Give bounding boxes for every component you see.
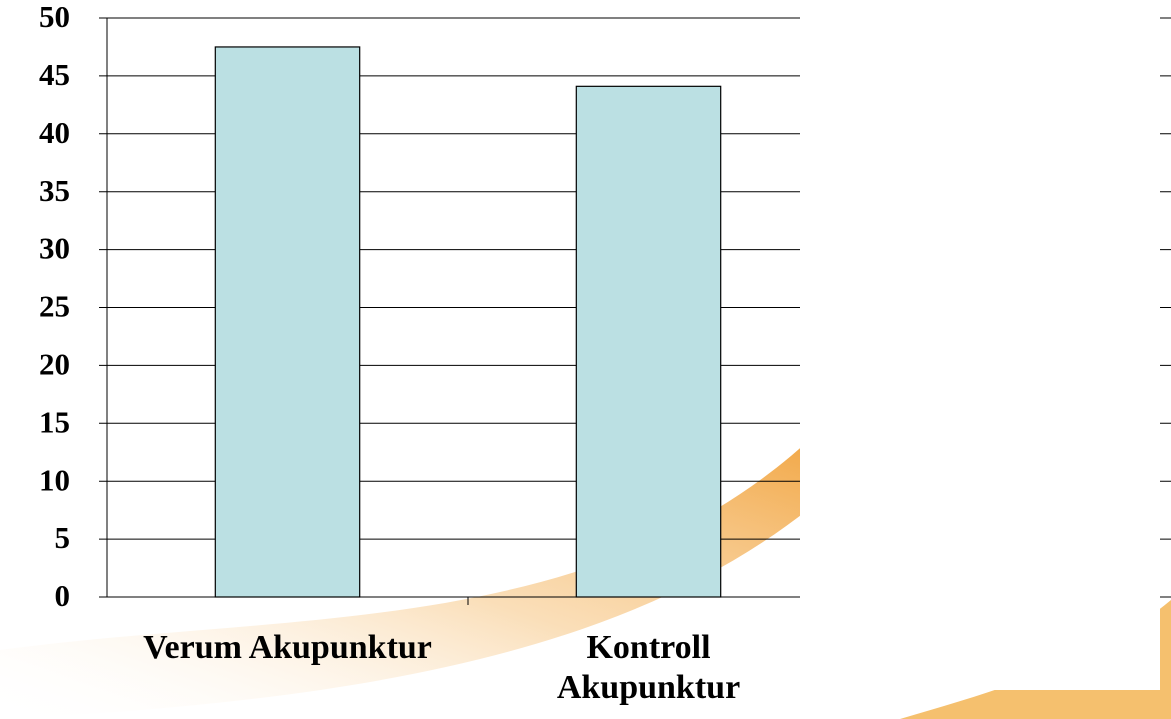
y-tick-label: 15 — [39, 404, 70, 439]
y-tick-label: 30 — [39, 231, 70, 266]
y-tick-label: 40 — [39, 115, 70, 150]
background-swoosh — [0, 430, 820, 719]
y-tick-label: 10 — [39, 462, 70, 497]
y-tick-label: 35 — [39, 173, 70, 208]
x-tick-label: Verum Akupunktur — [143, 629, 432, 666]
y-tick-label: 0 — [55, 578, 71, 613]
bar — [214, 46, 361, 598]
overlay-box — [800, 12, 1160, 690]
x-tick-label: Kontroll Akupunktur — [556, 629, 741, 706]
y-tick-label: 5 — [55, 520, 71, 555]
bar — [575, 85, 722, 598]
y-tick-label: 45 — [39, 57, 70, 92]
y-tick-label: 50 — [39, 0, 70, 34]
y-tick-label: 25 — [39, 289, 70, 324]
y-tick-label: 20 — [39, 347, 70, 382]
